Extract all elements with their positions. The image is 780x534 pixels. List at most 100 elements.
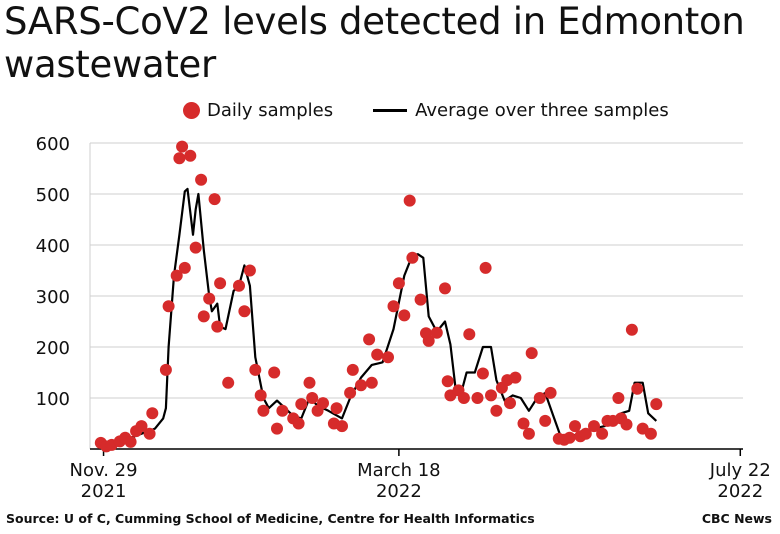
sample-dot [644, 427, 657, 440]
x-tick-year-label: 2022 [717, 481, 763, 502]
sample-dot [189, 241, 202, 254]
x-tick-year-label: 2022 [376, 481, 422, 502]
x-tick-label: March 18 [357, 460, 441, 481]
sample-dot [124, 435, 137, 448]
y-tick-labels: 100 200 300 400 500 600 [36, 134, 70, 410]
sample-dot [214, 277, 227, 290]
sample-dot [268, 366, 281, 379]
sample-dot [143, 427, 156, 440]
y-tick-label: 200 [36, 338, 70, 359]
sample-dot [490, 404, 503, 417]
legend-line-marker [373, 108, 408, 112]
sample-dot [457, 392, 470, 404]
sample-dot [650, 398, 663, 411]
sample-dot [533, 392, 546, 404]
sample-dot [162, 300, 175, 313]
sample-dot [563, 431, 576, 444]
sample-dot [439, 282, 451, 295]
sample-dot [625, 323, 638, 336]
sample-dot [398, 309, 411, 322]
sample-dot [403, 194, 416, 207]
legend-line-label: Average over three samples [415, 99, 669, 121]
sample-dot [276, 404, 289, 417]
sample-dot [392, 277, 405, 290]
sample-dot [257, 404, 270, 417]
sample-dot [588, 420, 600, 433]
sample-dot [544, 386, 557, 399]
sample-dot [620, 418, 633, 431]
sample-dot [170, 269, 183, 282]
sample-dot [422, 334, 435, 347]
sample-dot [317, 397, 329, 410]
daily-samples-layer [94, 140, 663, 453]
credit-note: CBC News [701, 511, 772, 526]
sample-dot [306, 392, 319, 404]
y-tick-label: 400 [36, 236, 70, 257]
sample-dot [414, 293, 427, 306]
sample-dot [346, 363, 359, 376]
sample-dot [596, 427, 609, 440]
legend-dot-marker [183, 101, 200, 119]
x-tick-label: Nov. 29 [70, 460, 138, 481]
sample-dot [203, 292, 216, 305]
y-tick-label: 300 [36, 287, 70, 308]
sample-dot [222, 376, 235, 389]
sample-dot [249, 363, 262, 376]
legend-dots-label: Daily samples [207, 99, 334, 121]
sample-dot [612, 392, 625, 404]
sample-dot [539, 414, 552, 427]
y-tick-label: 500 [36, 185, 70, 206]
legend: Daily samples Average over three samples [183, 97, 669, 123]
sample-dot [292, 417, 305, 430]
sample-dot [509, 371, 522, 384]
y-tick-label: 100 [36, 389, 70, 410]
sample-dot [355, 379, 367, 392]
sample-dot [479, 261, 492, 274]
sample-dot [238, 305, 251, 318]
sample-dot [485, 389, 497, 402]
sample-dot [471, 392, 484, 404]
sample-dot [233, 279, 245, 292]
sample-dot [406, 251, 419, 264]
sample-dot [365, 376, 378, 389]
sample-dot [243, 264, 256, 277]
sample-dot [522, 427, 535, 440]
sample-dot [631, 382, 644, 395]
sample-dot [208, 193, 221, 206]
average-line-layer [100, 187, 658, 448]
sample-dot [344, 386, 357, 399]
sample-dot [184, 149, 197, 162]
x-tick-year-label: 2021 [81, 481, 127, 502]
sample-dot [517, 417, 530, 430]
sample-dot [387, 300, 400, 313]
sample-dot [173, 152, 186, 165]
sample-dot [525, 347, 538, 360]
sample-dot [579, 427, 592, 440]
sample-dot [271, 422, 283, 435]
sample-dot [197, 310, 210, 323]
sample-dot [211, 320, 224, 333]
sample-dot [463, 328, 476, 341]
sample-dot [371, 348, 384, 361]
sample-dot [178, 261, 191, 274]
sample-dot [159, 363, 172, 376]
sample-dot [363, 333, 376, 346]
sample-dot [195, 173, 208, 186]
sample-dot [176, 140, 189, 153]
sample-dot [254, 389, 267, 402]
sample-dot [569, 420, 581, 433]
sample-dot [430, 326, 443, 339]
sample-dot [295, 398, 308, 411]
sample-dot [135, 420, 148, 433]
sample-dot [146, 407, 159, 420]
x-tick-label: July 22 [709, 460, 771, 481]
sample-dot [336, 420, 348, 433]
sample-dot [504, 397, 516, 410]
average-line [100, 187, 658, 448]
sample-dot [330, 402, 343, 415]
sample-dot [441, 375, 454, 388]
source-note: Source: U of C, Cumming School of Medici… [6, 511, 535, 526]
y-tick-label: 600 [36, 134, 70, 155]
